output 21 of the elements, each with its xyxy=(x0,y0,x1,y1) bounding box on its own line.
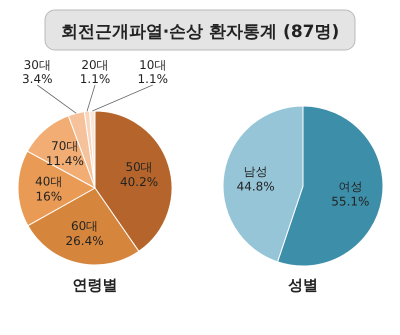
data-label: 16% xyxy=(35,189,62,204)
data-label: 3.4% xyxy=(22,72,52,86)
data-label: 55.1% xyxy=(331,194,370,209)
slice-label: 60대 xyxy=(70,219,98,234)
data-label: 1.1% xyxy=(138,72,168,86)
data-label: 44.8% xyxy=(236,179,275,194)
chart-title: 회전근개파열·손상 환자통계 (87명) xyxy=(60,22,340,42)
slice-label: 남성 xyxy=(244,164,268,178)
data-label: 40.2% xyxy=(120,175,158,190)
slice-label: 30대 xyxy=(24,58,51,72)
text: 성별 xyxy=(288,276,318,294)
text: 연령별 xyxy=(72,276,118,294)
slice-label: 20대 xyxy=(81,58,109,72)
data-label: 1.1% xyxy=(80,72,110,86)
data-label: 26.4% xyxy=(66,234,104,248)
slice-label: 70대 xyxy=(51,139,78,154)
slice-label: 50대 xyxy=(125,160,153,174)
data-label: 11.4% xyxy=(46,154,84,168)
slice-label: 여성 xyxy=(338,180,362,194)
slice-label: 40대 xyxy=(35,174,62,188)
slice-label: 10대 xyxy=(139,58,166,72)
